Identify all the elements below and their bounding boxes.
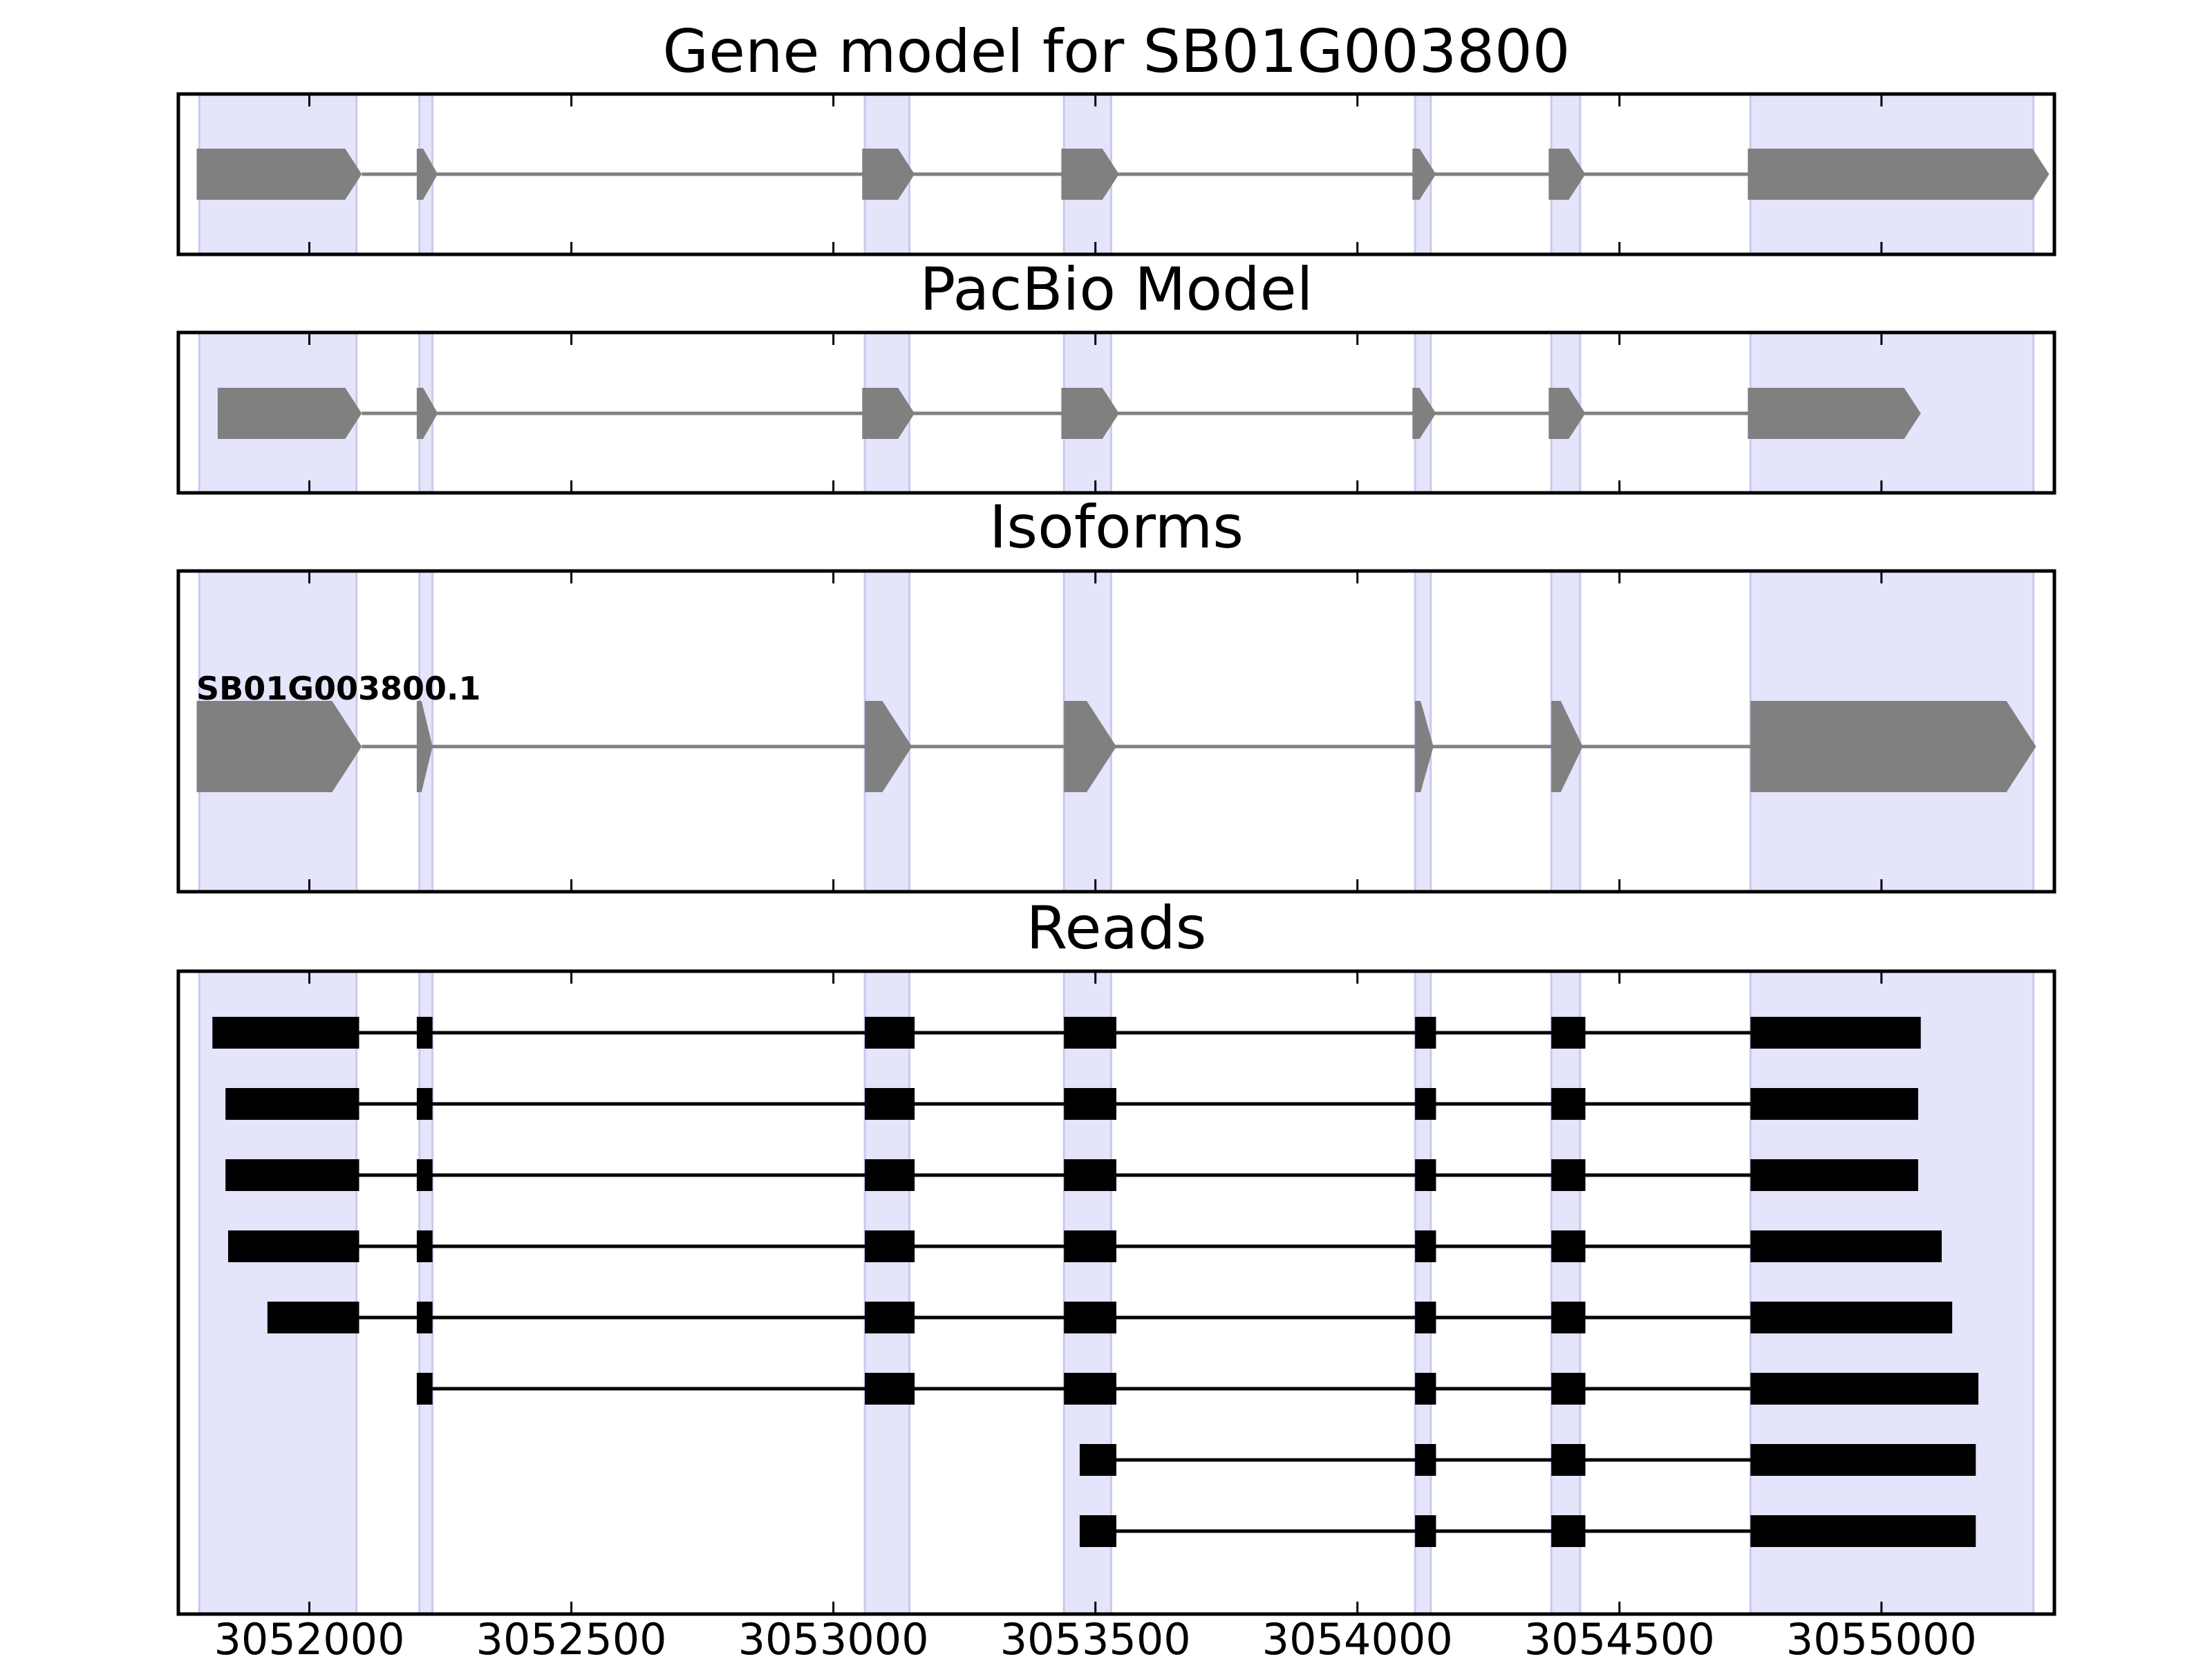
read-block [1551,1230,1586,1262]
panel-title-isoforms: Isoforms [989,493,1244,562]
x-tick-label: 3053000 [738,1614,929,1659]
exon-block [1747,149,2050,200]
read-block [1750,1515,1976,1547]
x-axis-tick-labels: 3052000 3052500 3053000 3053500 3054000 30545… [214,1614,1976,1659]
x-tick-label: 3053500 [1000,1614,1191,1659]
read-block [865,1302,915,1333]
read-block [1064,1230,1116,1262]
exon-block [865,701,912,792]
read-block [1064,1088,1116,1120]
read-block [1415,1159,1436,1191]
panel-title-pacbio-model: PacBio Model [919,255,1313,324]
read-block [228,1230,359,1262]
x-tick-label: 3052000 [214,1614,404,1659]
exon-block [1061,388,1119,439]
exon-block [416,149,438,200]
read-block [1064,1159,1116,1191]
read-block [1079,1515,1116,1547]
x-tick-label: 3054000 [1262,1614,1453,1659]
panel-reads: Reads [176,894,2056,1616]
isoform-label: SB01G003800.1 [196,670,480,707]
read-block [1750,1230,1942,1262]
read-block [225,1088,359,1120]
exon-block [416,701,433,792]
read-block [1750,1373,1979,1405]
read-block [1551,1515,1586,1547]
panel-gene-model: Gene model for SB01G003800 [176,17,2056,256]
read-block [1415,1230,1436,1262]
read-block [1064,1017,1116,1049]
exon-block [1548,388,1586,439]
read-block [1415,1088,1436,1120]
read-block [1079,1444,1116,1476]
exon-block [196,149,362,200]
read-block [1415,1373,1436,1405]
read-block [1551,1373,1586,1405]
read-block [1551,1017,1586,1049]
read-block [416,1373,433,1405]
exon-block [1750,701,2036,792]
read-block [212,1017,359,1049]
exon-block [1415,701,1434,792]
read-block [1750,1088,1918,1120]
panel-frame [176,569,2056,894]
exon-highlight-band [418,970,434,1615]
panel-frame [176,92,2056,256]
read-block [865,1017,915,1049]
read-block [1415,1302,1436,1333]
read-block [1551,1159,1586,1191]
read-block [416,1230,433,1262]
exon-block [1412,149,1436,200]
read-block [225,1159,359,1191]
read-block [1551,1444,1586,1476]
read-block [1551,1088,1586,1120]
exon-block [1551,701,1583,792]
read-block [416,1159,433,1191]
exon-block [862,388,915,439]
read-block [416,1302,433,1333]
panel-isoforms: Isoforms SB01G003800.1 [176,493,2056,894]
read-block [865,1230,915,1262]
read-block [1064,1302,1116,1333]
read-block [1064,1373,1116,1405]
exon-highlight-band [1062,970,1112,1615]
read-block [1750,1159,1918,1191]
x-tick-label: 3054500 [1524,1614,1715,1659]
read-block [865,1159,915,1191]
read-block [416,1017,433,1049]
read-block [1750,1444,1976,1476]
panel-frame [176,969,2056,1616]
exon-block [217,388,362,439]
exon-block [1412,388,1436,439]
read-block [1415,1515,1436,1547]
panel-frame [176,330,2056,495]
panel-title-reads: Reads [1027,894,1207,963]
exon-block [416,388,438,439]
exon-highlight-band [863,970,911,1615]
read-block [1551,1302,1586,1333]
panel-title-gene-model: Gene model for SB01G003800 [663,17,1571,86]
exon-block [862,149,915,200]
read-block [267,1302,359,1333]
exon-block [1061,149,1119,200]
x-tick-label: 3055000 [1786,1614,1977,1659]
read-block [1750,1302,1953,1333]
exon-block [196,701,362,792]
panel-pacbio-model: PacBio Model [176,255,2056,495]
exon-block [1548,149,1586,200]
read-block [865,1373,915,1405]
exon-highlight-band [1749,970,2035,1615]
exon-block [1064,701,1116,792]
exon-highlight-band [198,970,358,1615]
read-block [416,1088,433,1120]
x-tick-label: 3052500 [476,1614,667,1659]
exon-block [1747,388,1921,439]
read-block [1415,1444,1436,1476]
read-block [1415,1017,1436,1049]
read-block [865,1088,915,1120]
read-block [1750,1017,1921,1049]
